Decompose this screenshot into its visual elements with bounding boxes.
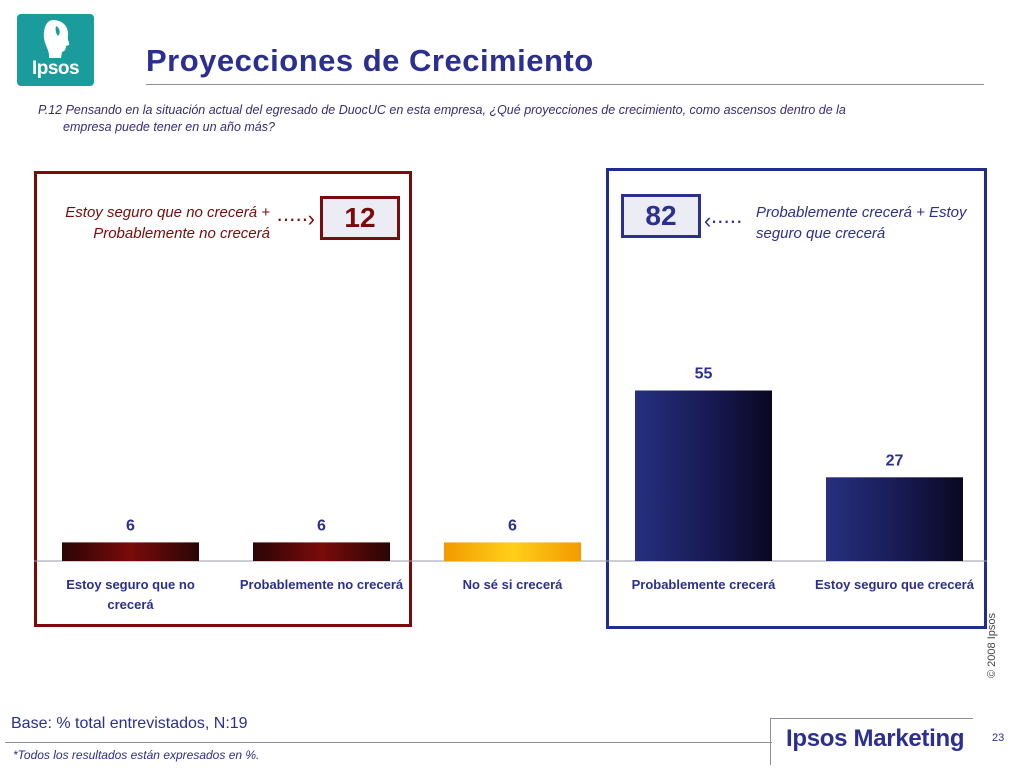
positive-group-label: Probablemente crecerá + Estoy seguro que…: [756, 204, 967, 242]
positive-group-frame: [606, 168, 987, 629]
category-label-4: Probablemente crecerá: [632, 577, 777, 592]
right-arrow-icon: ·····›: [276, 206, 315, 231]
bar-4: [635, 390, 772, 561]
bar-1: [62, 542, 199, 561]
question-line-1: P.12 Pensando en la situación actual del…: [38, 103, 846, 117]
title-divider: [146, 84, 984, 85]
negative-group-frame: [34, 171, 412, 627]
base-note: Base: % total entrevistados, N:19: [11, 715, 248, 732]
left-arrow-icon: ‹·····: [704, 208, 743, 233]
ipsos-marketing-logo: Ipsos Marketing: [786, 725, 965, 752]
bar-2: [253, 542, 390, 561]
category-label-5: Estoy seguro que crecerá: [815, 577, 975, 592]
bar-3: [444, 542, 581, 561]
category-label-1: Estoy seguro que no crecerá: [66, 577, 195, 612]
question-line-2: empresa puede tener en un año más?: [63, 120, 275, 134]
page-number: 23: [992, 732, 1005, 744]
logo-text: Ipsos: [31, 58, 80, 79]
category-label-2: Probablemente no crecerá: [240, 577, 404, 592]
positive-total-box: 82: [621, 194, 701, 238]
footer-divider: [5, 742, 772, 743]
data-label-1: 6: [126, 517, 135, 534]
ipsos-head-icon: [43, 20, 70, 58]
copyright: © 2008 Ipsos: [986, 613, 998, 678]
question-text: P.12 Pensando en la situación actual del…: [38, 102, 983, 136]
brand-frame: [770, 718, 973, 765]
page-title: Proyecciones de Crecimiento: [146, 43, 594, 78]
negative-group-label: Estoy seguro que no crecerá + Probableme…: [65, 204, 270, 242]
ipsos-logo: Ipsos: [17, 14, 94, 86]
bar-5: [826, 477, 963, 561]
data-label-2: 6: [317, 517, 326, 534]
data-label-5: 27: [886, 452, 904, 469]
negative-total-box: 12: [320, 196, 400, 240]
data-label-4: 55: [695, 366, 713, 383]
data-label-3: 6: [508, 517, 517, 534]
category-label-3: No sé si crecerá: [463, 577, 564, 592]
footnote: *Todos los resultados están expresados e…: [13, 748, 260, 762]
